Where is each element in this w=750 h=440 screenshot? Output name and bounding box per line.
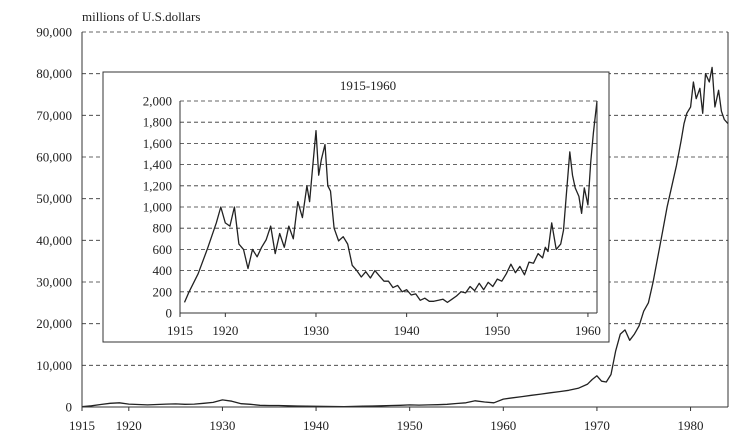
main-y-tick-label: 20,000: [36, 316, 72, 331]
inset-chart: 1915-1960 0 200 400 600 800 1,000 1,200 1,400 1,…: [102, 71, 610, 343]
inset-plot-frame: [179, 101, 598, 314]
main-y-tick-label: 80,000: [36, 66, 72, 81]
inset-y-tick-label: 1,200: [143, 178, 172, 193]
inset-y-tick-label: 1,000: [143, 200, 172, 215]
inset-x-tick-label: 1960: [575, 323, 601, 338]
main-x-tick-label: 1950: [397, 418, 423, 433]
inset-x-tick-label: 1950: [484, 323, 510, 338]
main-y-tick-label: 10,000: [36, 358, 72, 373]
main-y-tick-label: 70,000: [36, 108, 72, 123]
main-x-tick-label: 1980: [678, 418, 704, 433]
main-plot-frame: [81, 32, 729, 408]
main-x-tick-label: 1920: [116, 418, 142, 433]
main-x-tick-label: 1940: [303, 418, 329, 433]
inset-y-tick-label: 600: [153, 242, 173, 257]
main-y-tick-label: 90,000: [36, 25, 72, 40]
main-series: [81, 66, 729, 408]
inset-x-tick-labels: 1915 1920 1930 1940 1950 1960: [167, 313, 601, 338]
main-x-tick-labels: 1915 1920 1930 1940 1950 1960 1970 1980: [69, 407, 704, 433]
main-y-tick-label: 40,000: [36, 233, 72, 248]
inset-y-tick-label: 2,000: [143, 94, 172, 109]
inset-series-line: [183, 100, 598, 304]
main-x-tick-label: 1970: [584, 418, 610, 433]
inset-series: [183, 100, 598, 304]
inset-y-tick-label: 800: [153, 221, 173, 236]
unit-label: millions of U.S.dollars: [82, 9, 200, 24]
inset-y-tick-label: 1,800: [143, 115, 172, 130]
inset-title: 1915-1960: [340, 78, 396, 93]
main-series-line: [81, 66, 729, 408]
main-x-tick-label: 1930: [209, 418, 235, 433]
inset-x-tick-label: 1920: [212, 323, 238, 338]
inset-y-tick-label: 200: [153, 284, 173, 299]
main-y-tick-labels: 0 10,000 20,000 30,000 40,000 50,000 60,000 70,…: [36, 25, 72, 415]
inset-y-tick-label: 1,600: [143, 136, 172, 151]
inset-y-tick-label: 0: [166, 306, 173, 321]
inset-y-tick-labels: 0 200 400 600 800 1,000 1,200 1,400 1,600 1,800 2,…: [143, 94, 172, 321]
inset-y-tick-label: 400: [153, 263, 173, 278]
main-x-tick-label: 1960: [490, 418, 516, 433]
main-x-tick-label: 1915: [69, 418, 95, 433]
main-y-tick-label: 30,000: [36, 275, 72, 290]
main-y-tick-label: 60,000: [36, 150, 72, 165]
inset-x-tick-label: 1915: [167, 323, 193, 338]
inset-y-tick-label: 1,400: [143, 157, 172, 172]
inset-x-tick-label: 1940: [394, 323, 420, 338]
main-y-tick-label: 50,000: [36, 191, 72, 206]
main-y-tick-label: 0: [66, 400, 73, 415]
inset-x-tick-label: 1930: [303, 323, 329, 338]
